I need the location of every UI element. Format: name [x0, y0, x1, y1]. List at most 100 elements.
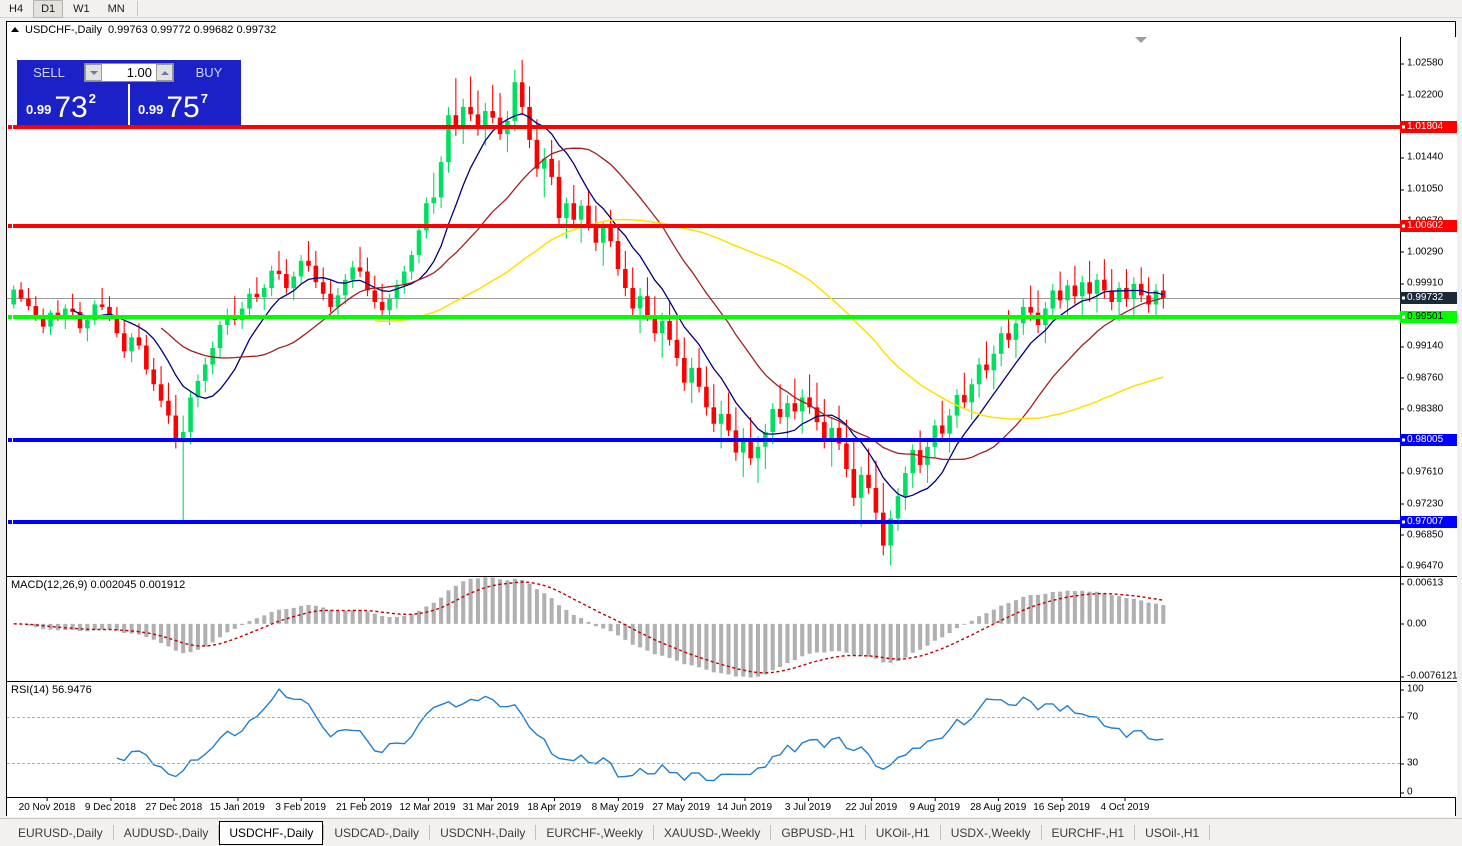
candle — [578, 199, 584, 243]
tab-divider — [770, 825, 772, 840]
chart-tab-audusd--daily[interactable]: AUDUSD-,Daily — [123, 825, 209, 840]
price-axis[interactable]: 1.02580 1.02200 1.01440 1.01050 1.00290 0.999… — [1400, 37, 1457, 576]
sell-button[interactable]: 0.99 73 2 — [18, 84, 128, 125]
buy-price-fraction: 7 — [200, 91, 208, 106]
candle — [431, 172, 437, 214]
rsi-axis[interactable]: 100 70 30 0 — [1400, 682, 1457, 797]
horizontal-line-resistance-1[interactable] — [7, 124, 1400, 131]
chart-tab-gbpusd--h1[interactable]: GBPUSD-,H1 — [781, 825, 855, 840]
toolbar-divider — [136, 1, 138, 16]
candle — [335, 287, 341, 319]
chart-tab-usdcad--daily[interactable]: USDCAD-,Daily — [334, 825, 420, 840]
candle — [726, 392, 731, 437]
candle — [770, 403, 776, 445]
buy-button[interactable]: 0.99 75 7 — [128, 84, 240, 125]
line-anchor-handle[interactable] — [7, 223, 13, 230]
candle — [925, 440, 930, 484]
chart-tab-eurusd--daily[interactable]: EURUSD-,Daily — [18, 825, 103, 840]
price-tag-0.98005: 0.98005 — [1400, 433, 1457, 446]
time-axis-label: 3 Jul 2019 — [784, 797, 832, 813]
chart-tab-eurchf--h1[interactable]: EURCHF-,H1 — [1051, 825, 1125, 840]
horizontal-line-support-2[interactable] — [7, 518, 1400, 525]
timeframe-button-w1[interactable]: W1 — [73, 2, 90, 15]
candle — [1146, 277, 1151, 313]
timeframe-button-mn[interactable]: MN — [107, 2, 125, 15]
candle — [490, 84, 495, 124]
line-anchor-handle[interactable] — [7, 124, 13, 131]
chart-tab-xauusd--weekly[interactable]: XAUUSD-,Weekly — [663, 825, 761, 840]
macd-axis[interactable]: 0.00613 0.00 -0.0076121 — [1400, 577, 1457, 681]
price-tick: 0.96470 — [1400, 561, 1457, 572]
chart-tab-usdchf--daily[interactable]: USDCHF-,Daily — [219, 820, 324, 845]
candle — [917, 430, 923, 474]
time-axis-label: 14 Jun 2019 — [716, 797, 773, 813]
candle — [880, 483, 886, 556]
tab-divider — [939, 825, 941, 840]
candle — [1138, 267, 1144, 302]
timeframe-button-d1[interactable]: D1 — [33, 0, 64, 18]
candle — [438, 156, 444, 209]
chart-tab-usoil--h1[interactable]: USOil-,H1 — [1145, 825, 1200, 840]
candle — [652, 296, 658, 342]
candle — [446, 106, 451, 173]
rsi-pane[interactable]: RSI(14) 56.9476 100 70 30 0 — [7, 681, 1457, 797]
price-tag-1.01804: 1.01804 — [1400, 121, 1457, 134]
buy-label[interactable]: BUY — [195, 65, 223, 80]
candle — [387, 293, 392, 326]
volume-decrease-button[interactable] — [85, 64, 102, 81]
horizontal-line-pivot[interactable] — [7, 313, 1400, 320]
candle — [261, 283, 267, 311]
candle — [409, 250, 414, 280]
chart-tab-usdx--weekly[interactable]: USDX-,Weekly — [950, 825, 1031, 840]
chart-tab-ukoil--h1[interactable]: UKOil-,H1 — [875, 825, 930, 840]
line-anchor-handle[interactable] — [7, 436, 13, 443]
candle — [785, 394, 790, 441]
candle — [468, 76, 473, 121]
chart-tab-eurchf--weekly[interactable]: EURCHF-,Weekly — [546, 825, 643, 840]
chart-scroll-marker[interactable] — [1135, 37, 1147, 43]
collapse-triangle-icon[interactable] — [11, 27, 19, 32]
candle — [755, 436, 761, 484]
candle — [313, 250, 319, 288]
candle — [40, 308, 46, 334]
candle — [254, 277, 260, 302]
volume-input[interactable]: 1.00 — [102, 64, 156, 81]
candle — [372, 275, 378, 309]
horizontal-line-support-1[interactable] — [7, 436, 1400, 443]
candle — [600, 222, 606, 266]
moving-average-line — [374, 218, 1164, 420]
candle — [969, 378, 974, 420]
rsi-tick: 100 — [1400, 684, 1457, 695]
horizontal-line-resistance-2[interactable] — [7, 223, 1400, 230]
candle — [180, 415, 186, 523]
tab-divider — [652, 825, 654, 840]
price-pane[interactable]: 1.02580 1.02200 1.01440 1.01050 1.00290 0.999… — [7, 37, 1457, 576]
volume-stepper[interactable]: 1.00 — [84, 63, 174, 82]
candle — [630, 267, 636, 317]
candle — [939, 400, 945, 441]
line-anchor-handle[interactable] — [7, 313, 13, 320]
candle — [711, 384, 717, 432]
buy-price-main: 75 — [166, 91, 200, 124]
candle — [623, 250, 628, 297]
sell-label[interactable]: SELL — [33, 65, 65, 80]
line-anchor-handle[interactable] — [7, 518, 13, 525]
candle — [166, 382, 171, 424]
macd-tick: -0.0076121 — [1400, 671, 1457, 681]
time-axis-label: 22 Jul 2019 — [845, 797, 898, 813]
price-tag-0.99501: 0.99501 — [1400, 310, 1457, 323]
volume-increase-button[interactable] — [156, 64, 173, 81]
chart-symbol-title: USDCHF-,Daily — [25, 23, 102, 36]
candle — [158, 366, 164, 408]
candle — [740, 427, 746, 478]
chart-tab-usdcnh--daily[interactable]: USDCNH-,Daily — [440, 825, 526, 840]
candle — [1153, 283, 1159, 319]
tab-divider — [1209, 825, 1211, 840]
macd-pane[interactable]: MACD(12,26,9) 0.002045 0.001912 0.00613 0… — [7, 576, 1457, 681]
rsi-tick: 30 — [1400, 758, 1457, 769]
candle — [556, 160, 562, 227]
time-axis[interactable]: 20 Nov 2018 9 Dec 2018 27 Dec 2018 15 Jan 2… — [7, 797, 1455, 817]
timeframe-button-h4[interactable]: H4 — [9, 2, 24, 15]
sell-price-prefix: 0.99 — [26, 102, 52, 117]
